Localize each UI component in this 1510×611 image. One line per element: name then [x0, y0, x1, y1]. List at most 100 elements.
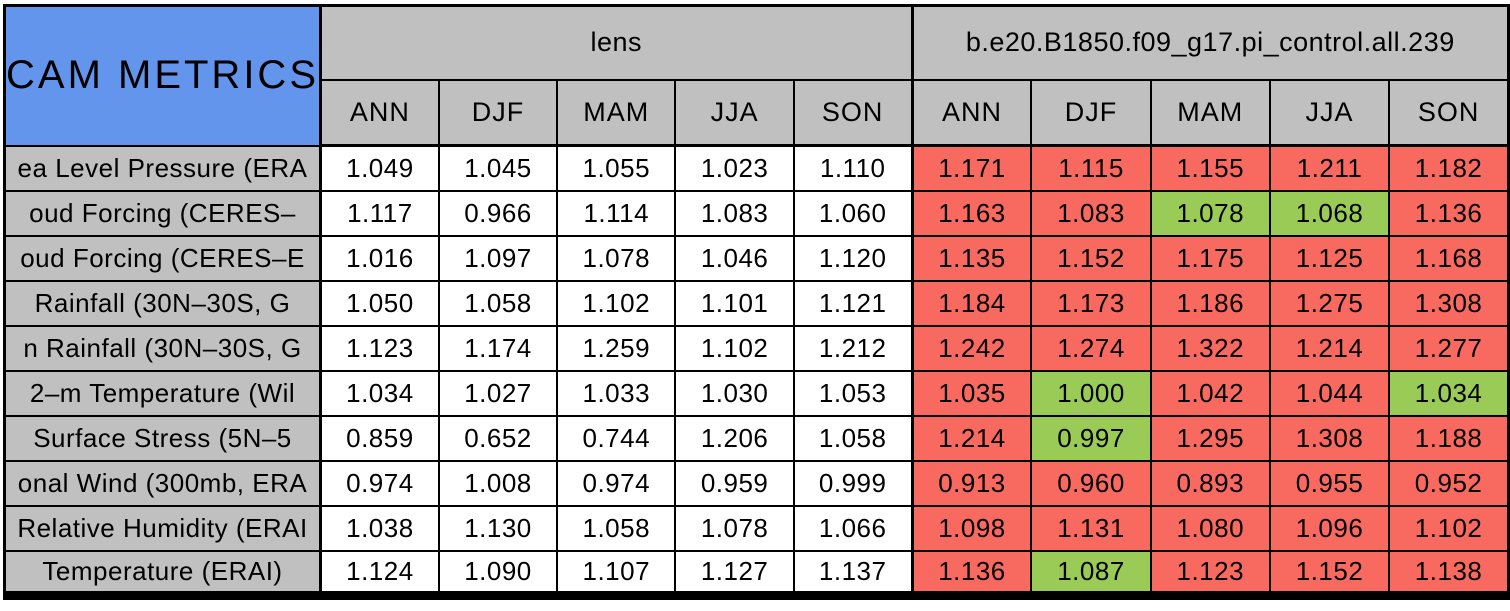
group-header-control-run: b.e20.B1850.f09_g17.pi_control.all.239: [910, 4, 1510, 81]
season-header-row: ANN DJF MAM JJA SON ANN DJF MAM JJA SON: [5, 78, 1510, 147]
metric-value-cell-control: 1.096: [1268, 504, 1391, 552]
metric-value-cell-control: 1.042: [1149, 369, 1271, 417]
metric-value-cell-lens: 1.027: [437, 369, 559, 417]
metric-row: 2–m Temperature (Wil 1.034 1.027 1.033 1.030…: [3, 369, 1510, 417]
season-header-ann: ANN: [910, 78, 1033, 147]
metric-value-cell-lens: 1.078: [556, 234, 677, 282]
metric-value-cell-lens: 1.060: [792, 189, 914, 237]
metric-value-cell-lens: 1.212: [792, 324, 914, 372]
metric-row: onal Wind (300mb, ERA 0.974 1.008 0.974 0.95…: [3, 459, 1510, 507]
metric-value-cell-control: 1.214: [1268, 324, 1391, 372]
metric-value-cell-control: 1.000: [1030, 369, 1152, 417]
metric-value-cell-lens: 1.137: [792, 549, 914, 597]
metric-value-cell-control: 1.135: [910, 234, 1033, 282]
metric-value-cell-lens: 1.046: [674, 234, 795, 282]
metric-value-cell-lens: 1.023: [674, 144, 795, 192]
metric-value-cell-control: 1.186: [1149, 279, 1271, 327]
metric-value-cell-control: 1.322: [1149, 324, 1271, 372]
metric-value-cell-control: 1.044: [1268, 369, 1391, 417]
metric-value-cell-control: 1.275: [1268, 279, 1391, 327]
metric-value-cell-lens: 1.174: [437, 324, 559, 372]
metric-value-cell-control: 1.035: [910, 369, 1033, 417]
metric-value-cell-control: 1.295: [1149, 414, 1271, 462]
metric-value-cell-control: 1.083: [1030, 189, 1152, 237]
metric-value-cell-lens: 1.130: [437, 504, 559, 552]
metric-value-cell-lens: 1.110: [792, 144, 914, 192]
metric-value-cell-control: 1.115: [1030, 144, 1152, 192]
metric-value-cell-control: 1.131: [1030, 504, 1152, 552]
cam-metrics-table: CAM METRICS lens b.e20.B1850.f09_g17.pi_…: [3, 4, 1510, 600]
metric-value-cell-control: 1.274: [1030, 324, 1152, 372]
metric-value-cell-control: 1.163: [910, 189, 1033, 237]
metric-row-label: 2–m Temperature (Wil: [3, 369, 322, 417]
metric-row: Relative Humidity (ERAI 1.038 1.130 1.058 1.…: [3, 504, 1510, 552]
metric-value-cell-control: 0.893: [1149, 459, 1271, 507]
group-header-row: CAM METRICS lens b.e20.B1850.f09_g17.pi_…: [3, 4, 1510, 147]
season-header-jja: JJA: [674, 78, 795, 147]
metric-value-cell-control: 1.155: [1149, 144, 1271, 192]
metric-value-cell-lens: 0.966: [437, 189, 559, 237]
metric-value-cell-lens: 1.045: [437, 144, 559, 192]
metric-row: Rainfall (30N–30S, G 1.050 1.058 1.102 1.101…: [3, 279, 1510, 327]
metric-value-cell-control: 1.125: [1268, 234, 1391, 282]
metric-value-cell-lens: 1.033: [556, 369, 677, 417]
metric-value-cell-control: 0.952: [1388, 459, 1510, 507]
metric-row-label: ea Level Pressure (ERA: [3, 144, 322, 192]
metric-value-cell-control: 1.123: [1149, 549, 1271, 597]
metric-value-cell-lens: 1.102: [556, 279, 677, 327]
metric-value-cell-lens: 1.097: [437, 234, 559, 282]
season-header-mam: MAM: [1149, 78, 1271, 147]
metric-row-label: Rainfall (30N–30S, G: [3, 279, 322, 327]
metric-value-cell-lens: 1.083: [674, 189, 795, 237]
metric-value-cell-control: 1.184: [910, 279, 1033, 327]
metric-value-cell-lens: 1.127: [674, 549, 795, 597]
metric-row-label: Surface Stress (5N–5: [3, 414, 322, 462]
season-header-djf: DJF: [1030, 78, 1152, 147]
metric-row-label: oud Forcing (CERES–: [3, 189, 322, 237]
metric-value-cell-control: 1.308: [1388, 279, 1510, 327]
metric-row: n Rainfall (30N–30S, G 1.123 1.174 1.259 1.1…: [3, 324, 1510, 372]
metric-value-cell-control: 1.308: [1268, 414, 1391, 462]
metric-value-cell-lens: 1.206: [674, 414, 795, 462]
metric-value-cell-lens: 0.652: [437, 414, 559, 462]
metric-value-cell-control: 0.913: [910, 459, 1033, 507]
metric-value-cell-lens: 0.859: [318, 414, 440, 462]
metric-value-cell-lens: 0.974: [318, 459, 440, 507]
group-header-lens: lens: [319, 4, 914, 81]
metric-row-label: oud Forcing (CERES–E: [3, 234, 322, 282]
metric-value-cell-lens: 1.049: [318, 144, 440, 192]
metric-value-cell-control: 1.242: [910, 324, 1033, 372]
metric-value-cell-lens: 1.053: [792, 369, 914, 417]
metric-value-cell-lens: 1.102: [674, 324, 795, 372]
metric-value-cell-lens: 1.058: [792, 414, 914, 462]
metric-value-cell-control: 1.136: [1388, 189, 1510, 237]
metric-value-cell-control: 0.997: [1030, 414, 1152, 462]
metric-value-cell-control: 1.277: [1388, 324, 1510, 372]
metric-value-cell-lens: 1.121: [792, 279, 914, 327]
metric-value-cell-lens: 1.058: [556, 504, 677, 552]
metric-value-cell-control: 1.080: [1149, 504, 1271, 552]
metric-value-cell-control: 0.960: [1030, 459, 1152, 507]
season-header-ann: ANN: [318, 78, 440, 147]
metric-value-cell-control: 1.171: [910, 144, 1033, 192]
metric-value-cell-lens: 0.999: [792, 459, 914, 507]
metric-value-cell-control: 1.152: [1268, 549, 1391, 597]
metric-row: oud Forcing (CERES– 1.117 0.966 1.114 1.083 1…: [3, 189, 1510, 237]
metric-value-cell-control: 1.098: [910, 504, 1033, 552]
metric-value-cell-lens: 1.038: [318, 504, 440, 552]
metric-value-cell-control: 1.087: [1030, 549, 1152, 597]
metric-value-cell-lens: 1.120: [792, 234, 914, 282]
metric-value-cell-control: 1.214: [910, 414, 1033, 462]
metric-value-cell-control: 1.182: [1388, 144, 1510, 192]
metric-value-cell-control: 1.078: [1149, 189, 1271, 237]
metric-value-cell-lens: 1.058: [437, 279, 559, 327]
metric-value-cell-lens: 1.123: [318, 324, 440, 372]
metric-value-cell-lens: 1.034: [318, 369, 440, 417]
metric-value-cell-lens: 1.259: [556, 324, 677, 372]
metric-row-label: onal Wind (300mb, ERA: [3, 459, 322, 507]
season-header-son: SON: [792, 78, 914, 147]
metric-value-cell-lens: 1.101: [674, 279, 795, 327]
metric-value-cell-control: 1.068: [1268, 189, 1391, 237]
metrics-body: ea Level Pressure (ERA 1.049 1.045 1.055 1.0…: [3, 144, 1510, 597]
metric-row-label: Relative Humidity (ERAI: [3, 504, 322, 552]
